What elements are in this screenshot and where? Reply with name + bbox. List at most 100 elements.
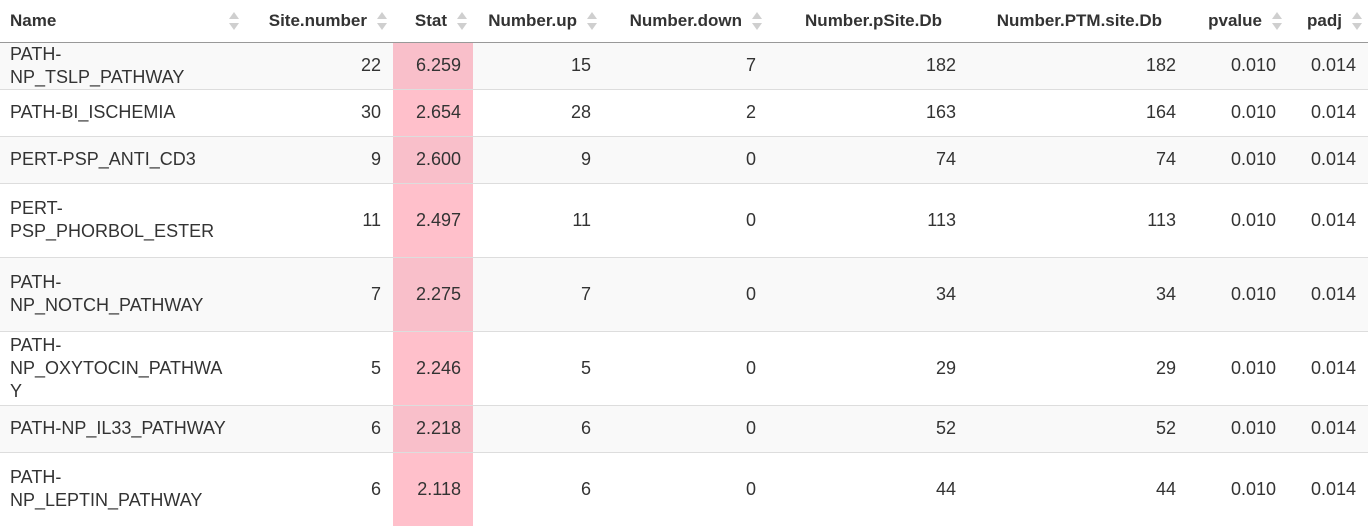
cell-number-up: 28 [473, 88, 603, 136]
cell-number-psite-db: 113 [768, 182, 968, 257]
cell-stat: 2.246 [393, 330, 473, 405]
cell-stat: 2.118 [393, 451, 473, 526]
cell-name: PATH-NP_IL33_PATHWAY [0, 404, 245, 452]
column-header-site-number[interactable]: Site.number [245, 0, 393, 43]
cell-stat: 6.259 [393, 41, 473, 89]
cell-padj: 0.014 [1288, 41, 1368, 89]
column-header-label: padj [1307, 10, 1342, 30]
cell-number-down: 7 [603, 41, 768, 89]
cell-name-line: PATH- [10, 334, 62, 355]
cell-pvalue: 0.010 [1188, 88, 1288, 136]
cell-number-up: 5 [473, 330, 603, 405]
cell-name: PATH- NP_OXYTOCIN_PATHWAY [0, 330, 245, 405]
cell-pvalue: 0.010 [1188, 41, 1288, 89]
cell-name-line: PERT-PSP_ANTI_CD3 [10, 149, 196, 169]
sort-arrows-icon[interactable] [457, 11, 467, 31]
cell-name: PATH-NP_TSLP_PATHWAY [0, 41, 245, 89]
cell-name: PATH- NP_NOTCH_PATHWAY [0, 256, 245, 331]
cell-number-down: 0 [603, 135, 768, 183]
column-header-name[interactable]: Name [0, 0, 245, 43]
column-header-number-down[interactable]: Number.down [603, 0, 768, 43]
table-row: PATH- NP_LEPTIN_PATHWAY 6 2.118 6 0 44 44 0.010 0… [0, 451, 1368, 526]
cell-name: PATH- NP_LEPTIN_PATHWAY [0, 451, 245, 526]
column-header-padj[interactable]: padj [1288, 0, 1368, 43]
cell-number-ptm-site-db: 29 [968, 330, 1188, 405]
cell-pvalue: 0.010 [1188, 330, 1288, 405]
cell-number-psite-db: 34 [768, 256, 968, 331]
cell-number-up: 11 [473, 182, 603, 257]
cell-padj: 0.014 [1288, 88, 1368, 136]
cell-name-line: PERT- [10, 198, 63, 218]
cell-number-down: 0 [603, 182, 768, 257]
cell-name-line: NP_NOTCH_PATHWAY [10, 295, 204, 315]
cell-pvalue: 0.010 [1188, 404, 1288, 452]
cell-name: PERT- PSP_PHORBOL_ESTER [0, 182, 245, 257]
cell-site-number: 9 [245, 135, 393, 183]
column-header-number-ptm-site-db[interactable]: Number.PTM.site.Db [968, 0, 1188, 43]
cell-number-ptm-site-db: 34 [968, 256, 1188, 331]
column-header-label: Number.up [488, 10, 577, 30]
sort-arrows-icon[interactable] [1272, 11, 1282, 31]
cell-name-line: PATH-BI_ISCHEMIA [10, 102, 176, 122]
sort-arrows-icon[interactable] [1352, 11, 1362, 31]
sort-arrows-icon[interactable] [377, 11, 387, 31]
cell-site-number: 6 [245, 404, 393, 452]
cell-site-number: 5 [245, 330, 393, 405]
cell-site-number: 30 [245, 88, 393, 136]
cell-number-up: 15 [473, 41, 603, 89]
cell-number-psite-db: 163 [768, 88, 968, 136]
cell-site-number: 6 [245, 451, 393, 526]
cell-padj: 0.014 [1288, 256, 1368, 331]
column-header-pvalue[interactable]: pvalue [1188, 0, 1288, 43]
column-header-number-up[interactable]: Number.up [473, 0, 603, 43]
cell-site-number: 22 [245, 41, 393, 89]
sort-arrows-icon[interactable] [752, 11, 762, 31]
cell-name-line: NP_LEPTIN_PATHWAY [10, 490, 203, 511]
column-header-label: Number.down [629, 10, 742, 30]
cell-pvalue: 0.010 [1188, 182, 1288, 257]
cell-number-ptm-site-db: 182 [968, 41, 1188, 89]
table-body: PATH-NP_TSLP_PATHWAY 22 6.259 15 7 182 182 0.01… [0, 41, 1368, 526]
cell-padj: 0.014 [1288, 330, 1368, 405]
cell-number-down: 0 [603, 404, 768, 452]
cell-number-psite-db: 74 [768, 135, 968, 183]
table-row: PATH-NP_IL33_PATHWAY 6 2.218 6 0 52 52 0.010 0.0… [0, 404, 1368, 452]
cell-stat: 2.654 [393, 88, 473, 136]
cell-number-ptm-site-db: 164 [968, 88, 1188, 136]
column-header-stat[interactable]: Stat [393, 0, 473, 43]
cell-padj: 0.014 [1288, 404, 1368, 452]
column-header-number-psite-db[interactable]: Number.pSite.Db [768, 0, 968, 43]
table-row: PERT- PSP_PHORBOL_ESTER 11 2.497 11 0 113 113 0.… [0, 182, 1368, 257]
cell-padj: 0.014 [1288, 135, 1368, 183]
table-row: PATH- NP_OXYTOCIN_PATHWAY 5 2.246 5 0 29 29 0.01… [0, 330, 1368, 405]
cell-stat: 2.600 [393, 135, 473, 183]
table-row: PATH-BI_ISCHEMIA 30 2.654 28 2 163 164 0.010 0.0… [0, 88, 1368, 136]
cell-padj: 0.014 [1288, 451, 1368, 526]
column-header-label: Stat [414, 10, 447, 30]
sort-arrows-icon[interactable] [587, 11, 597, 31]
column-header-label: Name [10, 10, 57, 30]
cell-pvalue: 0.010 [1188, 135, 1288, 183]
table-row: PERT-PSP_ANTI_CD3 9 2.600 9 0 74 74 0.010 0.014 [0, 135, 1368, 183]
column-header-label: Number.PTM.site.Db [996, 10, 1162, 30]
column-header-label: Number.pSite.Db [805, 10, 942, 30]
cell-name-line: PATH-NP_TSLP_PATHWAY [10, 43, 185, 87]
cell-name-line: NP_OXYTOCIN_PATHWAY [10, 357, 223, 401]
cell-name: PERT-PSP_ANTI_CD3 [0, 135, 245, 183]
cell-number-down: 0 [603, 451, 768, 526]
sort-arrows-icon[interactable] [229, 11, 239, 31]
cell-number-down: 2 [603, 88, 768, 136]
cell-stat: 2.497 [393, 182, 473, 257]
cell-number-up: 9 [473, 135, 603, 183]
cell-site-number: 11 [245, 182, 393, 257]
cell-number-ptm-site-db: 44 [968, 451, 1188, 526]
table-header: Name Site.number Stat Number.up Number.d… [0, 0, 1368, 43]
cell-number-up: 6 [473, 404, 603, 452]
column-header-label: pvalue [1208, 10, 1262, 30]
cell-pvalue: 0.010 [1188, 256, 1288, 331]
cell-number-up: 7 [473, 256, 603, 331]
cell-name-line: PATH- [10, 467, 62, 488]
table-row: PATH- NP_NOTCH_PATHWAY 7 2.275 7 0 34 34 0.010 0.… [0, 256, 1368, 331]
table-row: PATH-NP_TSLP_PATHWAY 22 6.259 15 7 182 182 0.01… [0, 41, 1368, 89]
